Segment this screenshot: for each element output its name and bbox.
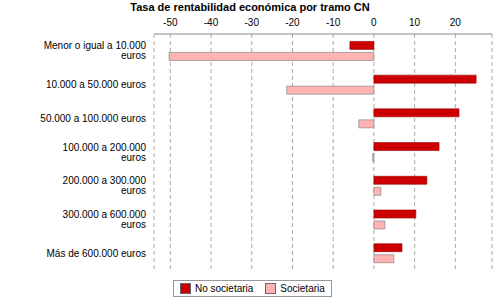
svg-text:200.000 a 300.000euros: 200.000 a 300.000euros [63, 175, 147, 196]
html-text:Tasa de rentabilidad económica: Tasa de rentabilidad económica por tramo… [130, 1, 370, 13]
svg-text:100.000 a 200.000euros: 100.000 a 200.000euros [63, 142, 147, 163]
svg-text:-40: -40 [204, 17, 219, 28]
svg-text:-20: -20 [285, 17, 300, 28]
svg-text:0: 0 [371, 17, 377, 28]
svg-text:-10: -10 [326, 17, 341, 28]
svg-text:50.000 a 100.000 euros: 50.000 a 100.000 euros [40, 113, 146, 124]
svg-text:10.000 a 50.000 euros: 10.000 a 50.000 euros [46, 79, 146, 90]
svg-text:Más de 600.000 euros: Más de 600.000 euros [46, 248, 146, 259]
html-text:Societaria: Societaria [280, 283, 325, 294]
svg-text:10: 10 [409, 17, 421, 28]
svg-text:20: 20 [450, 17, 462, 28]
svg-text:-30: -30 [245, 17, 260, 28]
html-text:No societaria: No societaria [195, 283, 254, 294]
svg-text:300.000 a 600.000euros: 300.000 a 600.000euros [63, 209, 147, 230]
svg-text:-50: -50 [163, 17, 178, 28]
svg-text:Menor o igual a 10.000euros: Menor o igual a 10.000euros [44, 40, 147, 61]
